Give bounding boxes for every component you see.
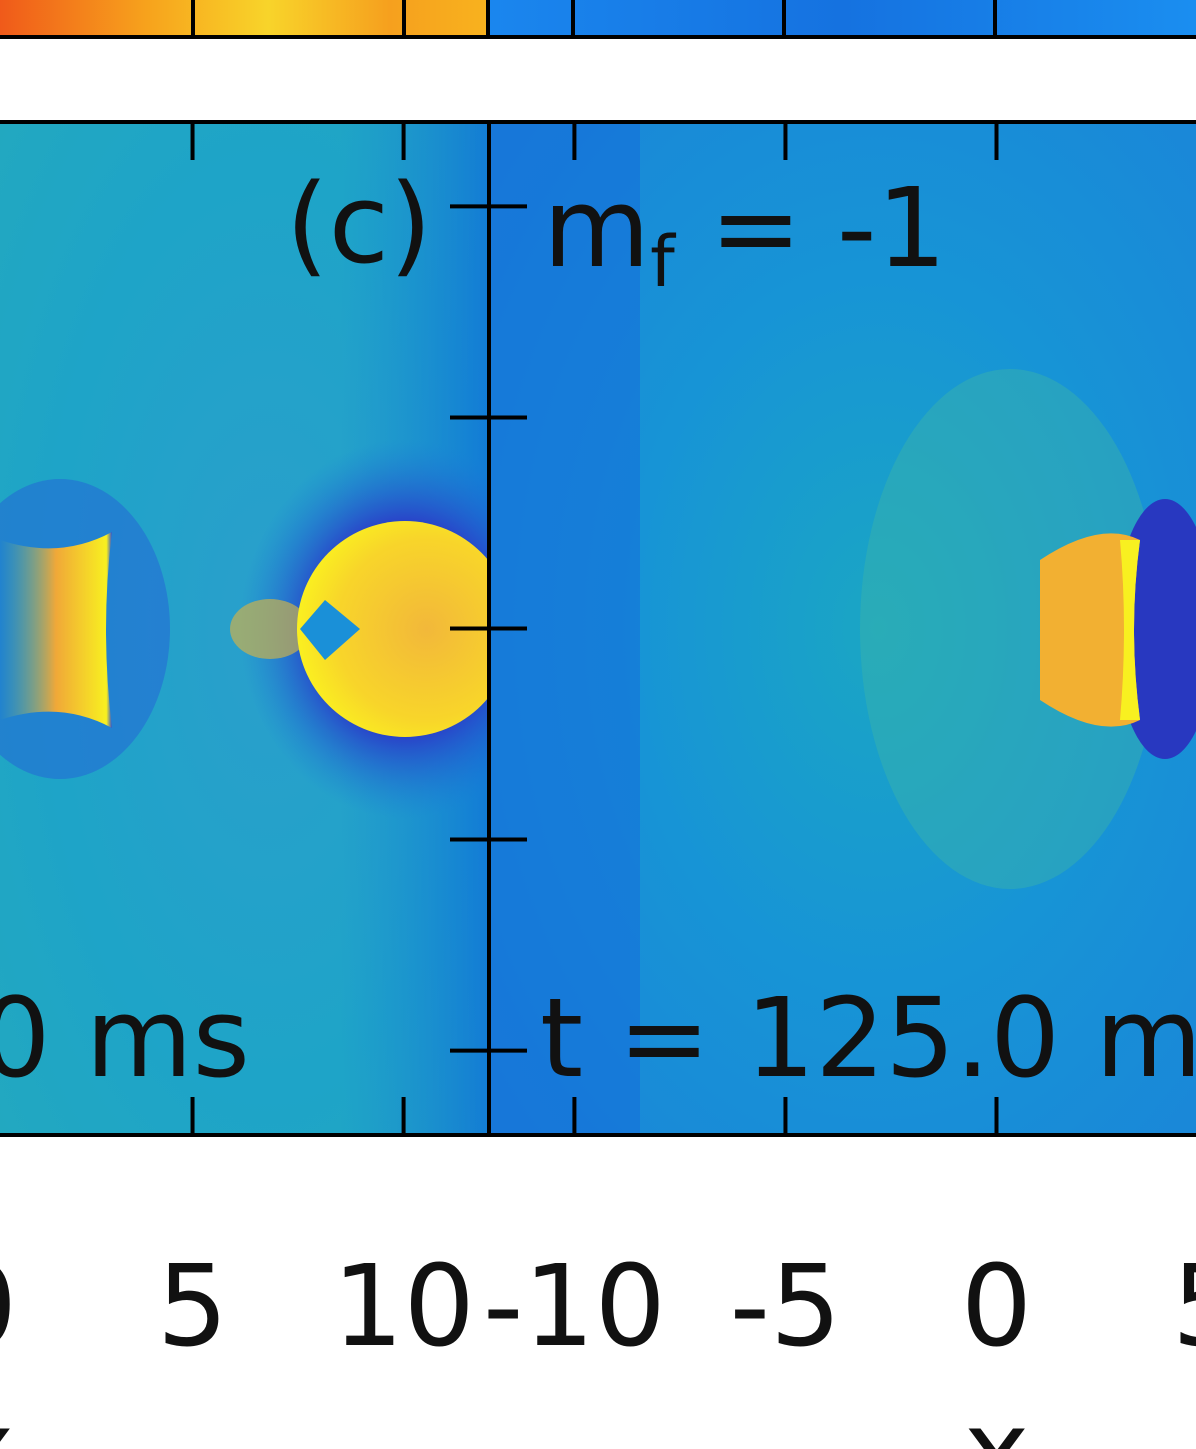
heatmap-strip <box>0 0 487 37</box>
annotation-sub: f <box>650 221 676 303</box>
strip-ticks <box>0 0 1196 39</box>
panel-label: (c) <box>286 160 432 288</box>
x-axis-label: x <box>963 1387 1029 1449</box>
x-tick-label: 5 <box>1172 1242 1196 1372</box>
x-tick-label: 0 <box>0 1242 17 1372</box>
x-tick-label: -5 <box>730 1242 842 1372</box>
heatmap-strip <box>490 0 1196 37</box>
x-tick-label: 5 <box>157 1242 228 1372</box>
x-tick-label: 10 <box>332 1242 475 1372</box>
panel-annotation: mf = -1 <box>543 164 947 303</box>
x-tick-label: -10 <box>483 1242 666 1372</box>
heatmap-right <box>490 122 1196 1135</box>
x-tick-label: 0 <box>961 1242 1032 1372</box>
x-axis-label: x <box>0 1387 15 1449</box>
annotation-main: m <box>543 164 650 292</box>
annotation-rest: = -1 <box>675 164 947 292</box>
time-label: t = 125.0 ms <box>0 974 250 1102</box>
time-label: t = 125.0 ms <box>540 974 1196 1102</box>
